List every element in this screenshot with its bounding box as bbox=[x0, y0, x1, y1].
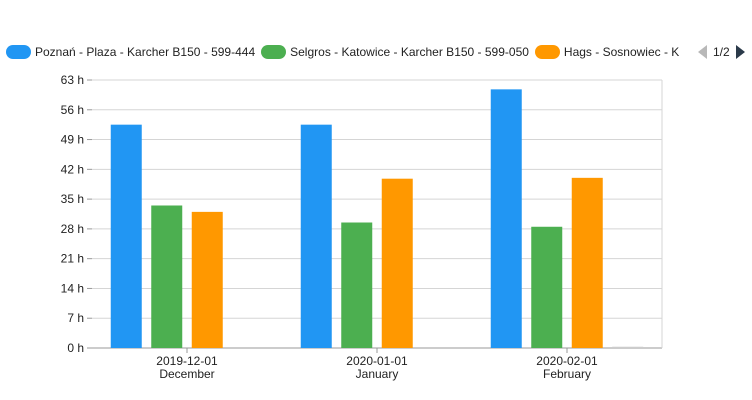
legend-pager: 1/2 bbox=[698, 43, 752, 61]
legend-label: Selgros - Katowice - Karcher B150 - 599-… bbox=[290, 45, 529, 59]
y-tick-label: 0 h bbox=[67, 341, 84, 355]
x-tick-label-month: December bbox=[159, 367, 214, 381]
x-tick-label-date: 2019-12-01 bbox=[156, 354, 218, 368]
y-tick-label: 28 h bbox=[61, 222, 84, 236]
y-tick-label: 63 h bbox=[61, 73, 84, 87]
legend-next-icon[interactable] bbox=[735, 45, 745, 59]
legend-swatch bbox=[534, 45, 560, 59]
legend-prev-icon[interactable] bbox=[698, 45, 707, 59]
bar bbox=[110, 124, 142, 349]
y-tick-label: 35 h bbox=[61, 192, 84, 206]
legend-swatch bbox=[261, 45, 287, 59]
x-tick-label-month: February bbox=[543, 367, 591, 381]
bar bbox=[571, 177, 603, 348]
y-tick-label: 7 h bbox=[67, 311, 84, 325]
y-tick-label: 56 h bbox=[61, 103, 84, 117]
bar bbox=[490, 89, 522, 348]
y-tick-label: 21 h bbox=[61, 252, 84, 266]
y-tick-label: 42 h bbox=[61, 162, 84, 176]
y-tick-label: 14 h bbox=[61, 281, 84, 295]
bar bbox=[300, 124, 332, 349]
legend-item[interactable]: Poznań - Plaza - Karcher B150 - 599-444 bbox=[6, 45, 255, 59]
y-tick-label: 49 h bbox=[61, 133, 84, 147]
bar bbox=[151, 205, 183, 348]
bar bbox=[531, 226, 563, 348]
x-tick-label-date: 2020-02-01 bbox=[536, 354, 598, 368]
bar bbox=[381, 178, 413, 348]
legend-label: Poznań - Plaza - Karcher B150 - 599-444 bbox=[35, 45, 256, 59]
legend-swatch bbox=[6, 45, 31, 59]
x-tick-label-date: 2020-01-01 bbox=[346, 354, 408, 368]
chart-legend: Poznań - Plaza - Karcher B150 - 599-444 S… bbox=[6, 43, 696, 61]
bar bbox=[191, 211, 223, 348]
x-tick-label-month: January bbox=[356, 367, 399, 381]
legend-item[interactable]: Hags - Sosnowiec - K bbox=[534, 45, 680, 59]
legend-page-indicator: 1/2 bbox=[713, 45, 730, 59]
bar bbox=[612, 346, 644, 348]
legend-label: Hags - Sosnowiec - K bbox=[563, 45, 680, 59]
bar bbox=[341, 222, 373, 348]
legend-item[interactable]: Selgros - Katowice - Karcher B150 - 599-… bbox=[261, 45, 529, 59]
